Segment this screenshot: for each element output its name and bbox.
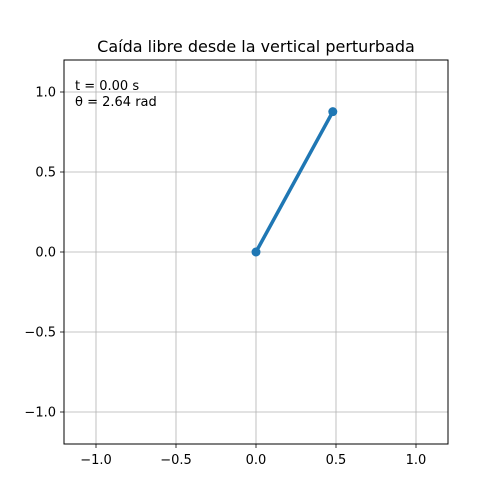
- x-tick-label: 0.5: [326, 453, 347, 468]
- grid-lines: [64, 60, 448, 444]
- x-tick-label: −1.0: [80, 453, 112, 468]
- y-tick-label: 0.5: [35, 166, 56, 181]
- y-tick-label: 1.0: [35, 86, 56, 101]
- ticks-group: −1.0 −0.5 0.0 0.5 1.0 −1.0 −0.5 0.0 0.5 1.0: [24, 86, 426, 469]
- angle-annotation: θ = 2.64 rad: [75, 95, 157, 110]
- time-annotation: t = 0.00 s: [75, 79, 139, 94]
- x-tick-label: −0.5: [160, 453, 192, 468]
- x-tick-label: 1.0: [406, 453, 427, 468]
- y-tick-label: −1.0: [24, 406, 56, 421]
- series-group: [251, 107, 338, 257]
- pendulum-rod-line: [253, 109, 336, 255]
- bob-point: [328, 107, 338, 117]
- y-tick-label: 0.0: [35, 246, 56, 261]
- x-tick-label: 0.0: [246, 453, 267, 468]
- y-tick-label: −0.5: [24, 326, 56, 341]
- pivot-point: [251, 247, 261, 257]
- chart-title: Caída libre desde la vertical perturbada: [97, 37, 415, 56]
